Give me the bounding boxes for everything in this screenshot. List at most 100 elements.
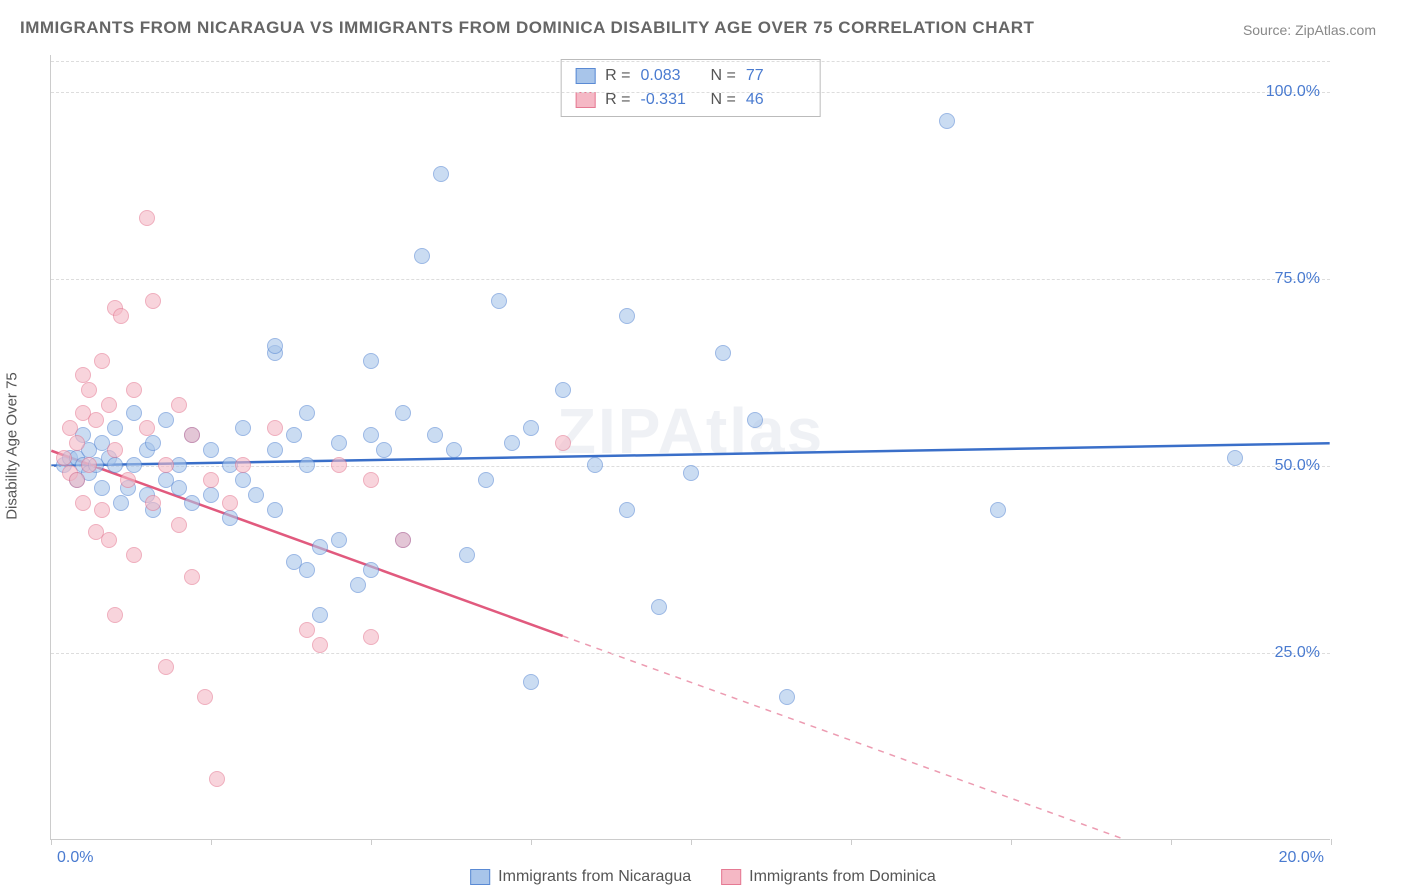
- scatter-point: [555, 435, 571, 451]
- scatter-point: [299, 622, 315, 638]
- scatter-point: [235, 420, 251, 436]
- gridline-horizontal: [51, 92, 1330, 93]
- r-value: -0.331: [641, 91, 701, 109]
- scatter-point: [158, 659, 174, 675]
- scatter-point: [299, 405, 315, 421]
- scatter-point: [209, 771, 225, 787]
- scatter-point: [587, 457, 603, 473]
- scatter-point: [331, 532, 347, 548]
- scatter-point: [363, 353, 379, 369]
- scatter-point: [113, 495, 129, 511]
- scatter-point: [491, 293, 507, 309]
- x-tick: [1331, 839, 1332, 845]
- scatter-point: [222, 510, 238, 526]
- chart-title: IMMIGRANTS FROM NICARAGUA VS IMMIGRANTS …: [20, 18, 1034, 38]
- scatter-point: [478, 472, 494, 488]
- legend-swatch: [470, 869, 490, 885]
- gridline-horizontal: [51, 61, 1330, 62]
- scatter-point: [715, 345, 731, 361]
- scatter-point: [331, 457, 347, 473]
- scatter-point: [171, 397, 187, 413]
- scatter-point: [619, 502, 635, 518]
- x-tick: [1011, 839, 1012, 845]
- y-axis-label: Disability Age Over 75: [4, 372, 21, 520]
- scatter-point: [126, 457, 142, 473]
- scatter-point: [683, 465, 699, 481]
- scatter-point: [779, 689, 795, 705]
- plot-area: ZIPAtlas R =0.083N =77R =-0.331N =46 25.…: [50, 55, 1330, 840]
- scatter-point: [145, 293, 161, 309]
- scatter-point: [235, 457, 251, 473]
- n-value: 46: [746, 91, 806, 109]
- n-label: N =: [711, 91, 736, 109]
- x-tick: [531, 839, 532, 845]
- scatter-point: [747, 412, 763, 428]
- y-tick-label: 75.0%: [1275, 270, 1320, 288]
- x-tick: [691, 839, 692, 845]
- trend-line-dashed: [563, 636, 1330, 839]
- scatter-point: [75, 495, 91, 511]
- correlation-legend: R =0.083N =77R =-0.331N =46: [560, 59, 821, 117]
- legend-swatch: [575, 92, 595, 108]
- scatter-point: [395, 405, 411, 421]
- scatter-point: [62, 420, 78, 436]
- scatter-point: [350, 577, 366, 593]
- x-tick: [211, 839, 212, 845]
- x-tick: [51, 839, 52, 845]
- scatter-point: [299, 562, 315, 578]
- r-value: 0.083: [641, 67, 701, 85]
- scatter-point: [113, 308, 129, 324]
- gridline-horizontal: [51, 279, 1330, 280]
- legend-item: Immigrants from Dominica: [721, 868, 936, 886]
- r-label: R =: [605, 67, 630, 85]
- trend-lines-svg: [51, 55, 1330, 839]
- scatter-point: [171, 517, 187, 533]
- scatter-point: [395, 532, 411, 548]
- scatter-point: [107, 442, 123, 458]
- scatter-point: [363, 562, 379, 578]
- scatter-point: [363, 629, 379, 645]
- scatter-point: [126, 547, 142, 563]
- scatter-point: [222, 495, 238, 511]
- scatter-point: [299, 457, 315, 473]
- n-value: 77: [746, 67, 806, 85]
- scatter-point: [69, 472, 85, 488]
- scatter-point: [101, 397, 117, 413]
- scatter-point: [235, 472, 251, 488]
- scatter-point: [126, 405, 142, 421]
- scatter-point: [446, 442, 462, 458]
- x-tick: [371, 839, 372, 845]
- scatter-point: [139, 420, 155, 436]
- scatter-point: [990, 502, 1006, 518]
- scatter-point: [203, 442, 219, 458]
- scatter-point: [107, 607, 123, 623]
- scatter-point: [523, 420, 539, 436]
- legend-swatch: [575, 68, 595, 84]
- scatter-point: [94, 502, 110, 518]
- scatter-point: [1227, 450, 1243, 466]
- scatter-point: [312, 637, 328, 653]
- scatter-point: [94, 480, 110, 496]
- scatter-point: [427, 427, 443, 443]
- scatter-point: [88, 412, 104, 428]
- legend-series-name: Immigrants from Nicaragua: [498, 868, 691, 886]
- y-tick-label: 100.0%: [1266, 83, 1320, 101]
- scatter-point: [248, 487, 264, 503]
- gridline-horizontal: [51, 653, 1330, 654]
- legend-swatch: [721, 869, 741, 885]
- scatter-point: [81, 457, 97, 473]
- scatter-point: [939, 113, 955, 129]
- scatter-point: [555, 382, 571, 398]
- scatter-point: [331, 435, 347, 451]
- scatter-point: [363, 427, 379, 443]
- scatter-point: [312, 539, 328, 555]
- x-tick-label: 0.0%: [57, 849, 93, 867]
- scatter-point: [69, 435, 85, 451]
- scatter-point: [158, 457, 174, 473]
- scatter-point: [158, 412, 174, 428]
- scatter-point: [184, 569, 200, 585]
- scatter-point: [107, 420, 123, 436]
- scatter-point: [267, 502, 283, 518]
- y-tick-label: 50.0%: [1275, 457, 1320, 475]
- scatter-point: [139, 210, 155, 226]
